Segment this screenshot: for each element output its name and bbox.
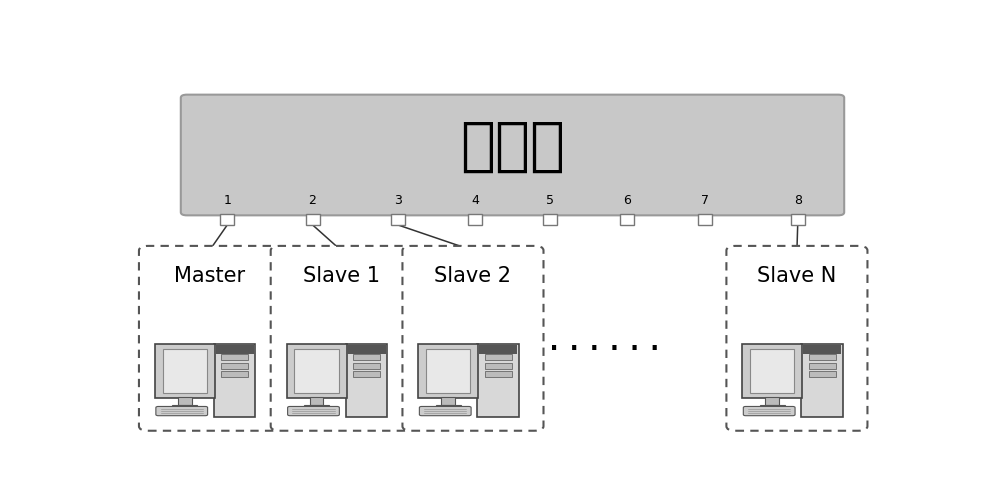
Bar (310, 397, 323, 405)
Bar (485, 372, 512, 377)
FancyBboxPatch shape (742, 344, 802, 398)
Bar (441, 397, 455, 405)
Bar (809, 363, 836, 369)
Text: 8: 8 (794, 194, 802, 207)
Bar (426, 349, 470, 393)
Bar (178, 397, 192, 405)
Bar (163, 349, 207, 393)
Bar (485, 363, 512, 369)
Bar (221, 354, 248, 360)
Text: 交换机: 交换机 (460, 118, 565, 174)
FancyBboxPatch shape (726, 246, 867, 431)
Bar (765, 397, 779, 405)
Text: 3: 3 (394, 194, 402, 207)
FancyBboxPatch shape (743, 406, 795, 416)
Text: Master: Master (174, 266, 245, 286)
Text: 2: 2 (309, 194, 316, 207)
FancyBboxPatch shape (181, 95, 844, 215)
Bar (750, 349, 794, 393)
FancyBboxPatch shape (156, 406, 208, 416)
FancyBboxPatch shape (402, 246, 544, 431)
FancyBboxPatch shape (139, 246, 280, 431)
Text: 5: 5 (546, 194, 554, 207)
Bar (172, 405, 197, 409)
FancyBboxPatch shape (419, 406, 471, 416)
Bar (543, 214, 557, 225)
Text: 6: 6 (623, 194, 631, 207)
Bar (809, 354, 836, 360)
Bar (221, 363, 248, 369)
Bar (760, 405, 785, 409)
Bar (353, 363, 380, 369)
Bar (353, 354, 380, 360)
Text: 7: 7 (701, 194, 709, 207)
Bar (436, 405, 461, 409)
FancyBboxPatch shape (418, 344, 478, 398)
FancyBboxPatch shape (477, 344, 519, 417)
Bar (304, 405, 329, 409)
Text: Slave 1: Slave 1 (303, 266, 380, 286)
Bar (306, 214, 320, 225)
Bar (220, 214, 234, 225)
Bar (221, 372, 248, 377)
FancyBboxPatch shape (271, 246, 412, 431)
Text: ......: ...... (544, 324, 664, 357)
FancyBboxPatch shape (287, 344, 347, 398)
Bar (347, 345, 386, 354)
Bar (809, 372, 836, 377)
FancyBboxPatch shape (155, 344, 215, 398)
Bar (468, 214, 482, 225)
FancyBboxPatch shape (346, 344, 387, 417)
Bar (479, 345, 517, 354)
Bar (391, 214, 405, 225)
Text: 4: 4 (471, 194, 479, 207)
Bar (803, 345, 841, 354)
Bar (353, 372, 380, 377)
Text: 1: 1 (223, 194, 231, 207)
FancyBboxPatch shape (801, 344, 843, 417)
Bar (791, 214, 805, 225)
FancyBboxPatch shape (214, 344, 255, 417)
Text: Slave 2: Slave 2 (434, 266, 511, 286)
Bar (294, 349, 339, 393)
FancyBboxPatch shape (288, 406, 339, 416)
Bar (485, 354, 512, 360)
Bar (216, 345, 254, 354)
Bar (620, 214, 634, 225)
Bar (698, 214, 712, 225)
Text: Slave N: Slave N (757, 266, 837, 286)
